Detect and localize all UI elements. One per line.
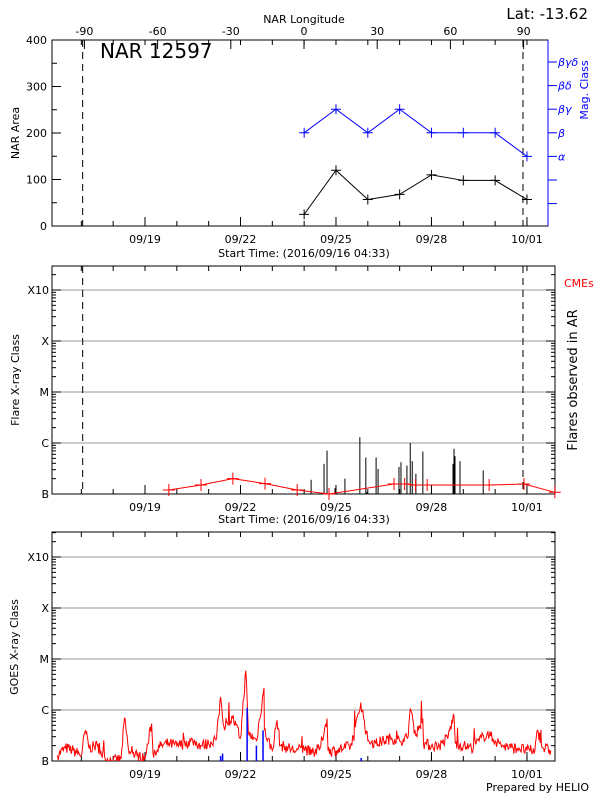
y-tick-label: M	[40, 386, 50, 399]
cme-point	[548, 486, 561, 499]
y-tick-label: X	[41, 602, 49, 615]
panel-goes: B C M X X10 09/19 09/22 09/25 09/28 10/01	[27, 531, 556, 781]
x-tick-label: 09/28	[416, 768, 448, 781]
data-point-mag-class	[362, 127, 373, 138]
data-point-mag-class	[521, 151, 532, 162]
data-point-nar-area	[299, 209, 310, 220]
data-point-nar-area	[362, 194, 373, 205]
data-point-mag-class	[330, 104, 341, 115]
cme-point	[323, 488, 336, 500]
footer-credit: Prepared by HELIO	[486, 781, 589, 794]
y2-tick-label: βδ	[557, 80, 572, 93]
top-axis-tick-label: 90	[517, 25, 531, 38]
y-tick-label: B	[41, 488, 49, 501]
data-point-nar-area	[394, 189, 405, 200]
plot-frame	[51, 265, 556, 495]
latitude-label: Lat: -13.62	[506, 5, 588, 23]
cme-line	[168, 478, 555, 495]
x-tick-label: 09/19	[129, 233, 161, 246]
cme-point	[259, 477, 272, 490]
x-tick-label: 10/01	[511, 768, 543, 781]
panel-nar-area: 09/19 09/22 09/25 09/28 10/010100200300400-9…	[26, 25, 579, 246]
cme-point	[162, 483, 175, 496]
y-tick-label: 0	[40, 220, 47, 233]
top-axis-tick-label: 0	[301, 25, 308, 38]
y2-tick-label: β	[557, 127, 565, 140]
data-point-nar-area	[330, 165, 341, 176]
cme-point	[195, 479, 208, 492]
y2-tick-label: α	[558, 150, 566, 163]
x-tick-label: 09/19	[129, 501, 161, 514]
cme-point	[409, 479, 422, 492]
top-axis-title: NAR Longitude	[263, 13, 345, 26]
data-point-mag-class	[458, 127, 469, 138]
legend-cmes: CMEs	[564, 277, 594, 290]
x-tick-label: 09/25	[320, 233, 352, 246]
cme-point	[291, 483, 304, 496]
panel-flares: B C M X X10 09/19 09/22 09/25 09/28 10/01	[27, 265, 561, 514]
y2-axis-title-flares-observed: Flares observed in AR	[566, 309, 581, 450]
x-tick-label: 09/25	[320, 501, 352, 514]
top-axis-tick-label: 30	[370, 25, 384, 38]
top-axis-tick-label: -60	[149, 25, 167, 38]
x-tick-label: 09/19	[129, 768, 161, 781]
y-tick-label: C	[41, 704, 49, 717]
x-tick-label: 09/22	[225, 233, 257, 246]
y-axis-title-flare: Flare X-ray Class	[9, 334, 22, 426]
x-tick-label: 09/22	[225, 768, 257, 781]
y2-axis-title-mag-class: Mag. Class	[578, 60, 591, 119]
cme-point	[398, 478, 411, 491]
cme-point	[483, 479, 496, 492]
data-point-mag-class	[394, 104, 405, 115]
y-tick-label: 100	[26, 174, 47, 187]
series-line-nar-area	[303, 169, 528, 215]
y-tick-label: X10	[27, 551, 49, 564]
y-tick-label: 300	[26, 81, 47, 94]
data-point-mag-class	[299, 127, 310, 138]
x-tick-label: 09/22	[225, 501, 257, 514]
plot-frame	[51, 531, 556, 762]
x-tick-label: 09/28	[416, 501, 448, 514]
x-tick-label: 09/25	[320, 768, 352, 781]
x-tick-label: 09/28	[416, 233, 448, 246]
y2-tick-label: βγ	[557, 103, 572, 116]
y-axis-title-area: NAR Area	[9, 107, 22, 159]
y2-tick-label: βγδ	[557, 56, 579, 69]
data-point-mag-class	[426, 127, 437, 138]
y-tick-label: 200	[26, 127, 47, 140]
cme-point	[226, 472, 239, 485]
y-tick-label: X	[41, 335, 49, 348]
region-title: NAR 12597	[100, 39, 213, 63]
data-point-nar-area	[426, 169, 437, 180]
y-tick-label: M	[40, 653, 50, 666]
data-point-nar-area	[458, 175, 469, 186]
y-tick-label: 400	[26, 34, 47, 47]
top-axis-tick-label: -30	[222, 25, 240, 38]
x-tick-label: 10/01	[511, 233, 543, 246]
cme-point	[388, 478, 401, 491]
series-line-mag-class	[303, 108, 528, 157]
data-point-mag-class	[490, 127, 501, 138]
y-tick-label: B	[41, 755, 49, 768]
y-axis-title-goes: GOES X-ray Class	[8, 599, 21, 695]
y-tick-label: X10	[27, 284, 49, 297]
x-tick-label: 10/01	[511, 501, 543, 514]
cme-point	[517, 478, 530, 491]
x-axis-title-1: Start Time: (2016/09/16 04:33)	[218, 247, 390, 260]
goes-long-channel-line	[57, 670, 552, 761]
y-tick-label: C	[41, 437, 49, 450]
top-axis-tick-label: 60	[443, 25, 457, 38]
cme-point	[421, 479, 434, 492]
top-axis-tick-label: -90	[75, 25, 93, 38]
data-point-nar-area	[490, 175, 501, 186]
data-point-nar-area	[521, 194, 532, 205]
x-axis-title-2: Start Time: (2016/09/16 04:33)	[218, 513, 390, 526]
